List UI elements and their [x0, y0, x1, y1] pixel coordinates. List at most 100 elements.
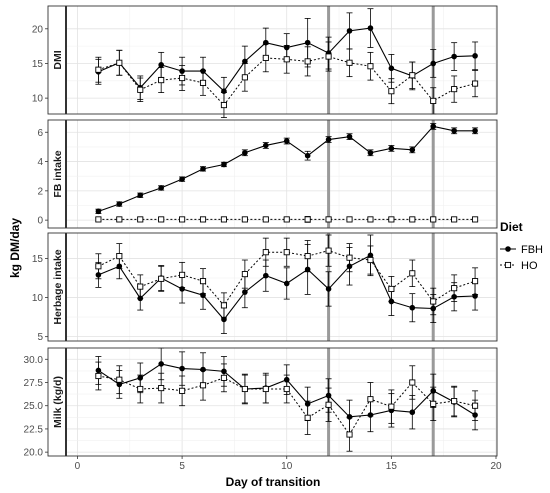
data-point [242, 58, 248, 65]
data-point [409, 409, 416, 416]
data-point [472, 216, 479, 223]
data-point [346, 216, 353, 223]
data-point [283, 216, 290, 223]
data-point [346, 28, 353, 34]
data-point [325, 401, 332, 408]
data-point [199, 79, 207, 86]
data-point [283, 249, 290, 256]
x-axis: 0 5 10 15 20 [75, 456, 502, 472]
panel-border [47, 347, 498, 457]
series-ho [95, 41, 479, 118]
strip-label: DMI [52, 50, 64, 69]
data-point [430, 216, 437, 223]
data-point [325, 136, 332, 143]
series-ho [95, 361, 479, 452]
strip-background [48, 233, 66, 341]
data-point [451, 86, 458, 93]
y-tick-label: 6 [37, 128, 43, 139]
data-point [409, 147, 416, 153]
data-point [137, 216, 144, 223]
panel-herbage-intake: 5 10 15 Herbage intake [32, 232, 498, 343]
legend: Diet FBH HO [500, 220, 543, 272]
data-point [430, 123, 437, 130]
data-point [158, 275, 165, 282]
data-point [367, 216, 374, 223]
data-point [158, 77, 165, 84]
data-point [451, 398, 458, 405]
panel-background [67, 233, 496, 341]
data-point [472, 278, 479, 285]
data-point [262, 385, 269, 393]
data-point [367, 149, 374, 156]
y-tick-label: 2 [37, 186, 43, 197]
data-point [472, 80, 479, 87]
data-point [388, 65, 395, 72]
data-point [220, 102, 228, 109]
strip-background [48, 348, 66, 456]
data-point [304, 58, 311, 65]
y-tick-label: 20.0 [24, 448, 44, 459]
data-point [346, 59, 353, 66]
data-point [242, 149, 248, 156]
x-tick-label: 10 [281, 461, 293, 472]
data-point [95, 208, 102, 215]
data-point [199, 382, 207, 389]
data-point [283, 280, 290, 287]
data-point [451, 53, 457, 60]
data-point [95, 263, 102, 270]
x-tick-label: 0 [75, 461, 81, 472]
series-ho [95, 234, 479, 319]
strip-label: Milk (kg/d) [52, 376, 64, 428]
data-point [241, 216, 248, 223]
strip-background [48, 120, 66, 228]
y-tick-label: 5 [37, 332, 43, 343]
data-point [241, 385, 248, 393]
x-tick-label: 5 [179, 461, 185, 472]
data-point [283, 56, 290, 63]
data-point [137, 283, 144, 290]
panel-dmi: 10 15 20 DMI [32, 5, 498, 118]
data-point [304, 216, 311, 223]
y-tick-label: 10 [32, 94, 44, 105]
panel-border [47, 232, 498, 342]
data-point [346, 431, 353, 438]
data-point [179, 365, 185, 372]
data-point [430, 97, 437, 104]
data-point [367, 25, 374, 31]
data-point [179, 176, 185, 182]
data-point [409, 304, 416, 311]
data-point [262, 54, 269, 61]
data-point [179, 216, 186, 223]
data-point [116, 59, 123, 66]
data-point [472, 127, 478, 134]
data-point [263, 142, 269, 149]
data-point [346, 414, 353, 420]
data-point [367, 63, 374, 70]
data-point [304, 414, 311, 421]
x-axis-label: Day of transition [226, 475, 321, 489]
data-point [220, 302, 228, 309]
data-point [472, 53, 478, 59]
data-point [158, 385, 165, 392]
data-point [388, 216, 395, 223]
y-tick-label: 15 [32, 59, 44, 70]
data-point [451, 285, 458, 292]
y-tick-label: 20 [32, 24, 44, 35]
strip-background [48, 6, 66, 114]
data-point [158, 361, 164, 367]
data-point [304, 253, 311, 260]
data-point [325, 247, 332, 254]
data-point [367, 256, 374, 264]
data-point [179, 74, 186, 82]
data-point [200, 366, 206, 373]
data-point [430, 298, 437, 305]
data-point [95, 66, 102, 73]
legend-marker [505, 246, 511, 252]
data-point [262, 216, 269, 223]
data-point [95, 372, 102, 380]
data-point [137, 192, 144, 199]
panel-border [47, 5, 498, 115]
data-point [451, 216, 458, 223]
data-point [304, 39, 311, 46]
